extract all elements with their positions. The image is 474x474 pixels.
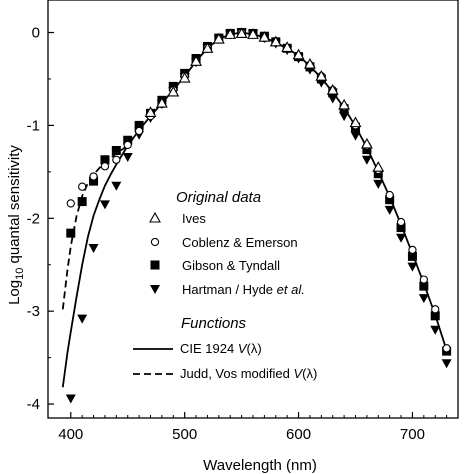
data-point-open-triangle [372,161,385,172]
data-point-filled-triangle-down [396,233,407,243]
data-point-filled-triangle-down [361,155,372,165]
data-point-filled-triangle-down [373,179,384,189]
data-point-open-circle [100,162,110,171]
data-point-open-triangle [281,41,294,52]
y-axis-title-sub: 10 [14,268,26,280]
data-point-filled-square [134,120,144,130]
data-point-filled-square [66,228,76,238]
legend-label-ives: Ives [182,211,206,226]
y-tick-label: -4 [27,396,40,413]
x-tick-label: 700 [400,426,425,443]
axes: 400 500 600 700 0 -1 -2 -3 -4 [27,0,459,443]
data-point-filled-triangle-down [88,244,99,254]
data-point-open-triangle [315,70,328,81]
data-point-open-triangle [349,116,362,128]
data-point-open-triangle [155,96,168,108]
y-tick-label: 0 [32,25,40,42]
data-point-open-circle [408,245,417,255]
data-point-filled-triangle-down [111,181,122,191]
data-point-open-triangle [247,28,259,39]
plot-area [61,27,452,404]
data-point-open-triangle [269,35,282,47]
data-point-filled-triangle-down [77,314,88,324]
data-point-open-circle [78,182,87,191]
data-point-filled-square [111,145,121,155]
data-point-filled-triangle-down [418,294,429,304]
y-tick-label: -2 [27,210,40,227]
data-point-filled-triangle-down [99,200,110,210]
legend-group-original-title: Original data [176,189,261,206]
data-point-filled-square [419,281,429,291]
data-point-open-circle [442,344,451,353]
legend-marker-open-triangle [149,211,161,223]
legend-marker-filled-square [150,260,160,270]
data-point-open-circle [112,155,121,164]
data-point-open-triangle [224,28,237,39]
data-point-filled-square [77,197,87,207]
y-axis-title-suffix: quantal sensitivity [6,145,23,268]
legend-label-hartman: Hartman / Hyde et al. [182,282,305,297]
legend: Original data Ives Coblenz & Emerson Gib… [133,189,317,381]
data-point-open-triangle [178,71,191,83]
data-point-filled-triangle-down [430,325,441,335]
data-point-open-circle [89,172,98,181]
data-point-open-circle [431,305,440,314]
data-point-open-triangle [212,32,225,44]
x-tick-label: 500 [172,426,197,443]
legend-label-gibson: Gibson & Tyndall [182,258,280,273]
data-point-filled-square [385,195,395,205]
legend-group-functions-title: Functions [181,315,247,332]
data-point-open-triangle [167,85,180,97]
data-point-filled-triangle-down [122,152,133,162]
data-point-open-triangle [304,57,316,69]
y-axis-title-prefix: Log [6,280,23,305]
data-point-open-triangle [292,48,305,60]
data-point-open-triangle [360,137,373,149]
data-point-filled-triangle-down [350,131,361,141]
x-axis-title: Wavelength (nm) [203,457,317,474]
data-point-filled-triangle-down [339,112,350,122]
y-tick-label: -3 [27,303,40,320]
data-point-open-circle [396,217,406,227]
series-line-judd-vos [61,145,129,310]
x-tick-label: 600 [286,426,311,443]
legend-marker-open-circle [150,237,160,247]
data-point-filled-square [89,176,99,186]
data-point-filled-triangle-down [65,394,76,404]
data-point-filled-triangle-down [441,359,452,369]
y-tick-label: -1 [27,117,40,134]
data-point-filled-triangle-down [407,262,418,272]
data-point-open-circle [419,275,428,284]
data-point-open-triangle [235,27,248,38]
legend-label-judd: Judd, Vos modified V(λ) [180,366,317,381]
data-point-open-triangle [144,106,157,117]
data-point-filled-square [396,223,406,233]
data-point-open-circle [385,190,394,200]
data-point-filled-square [100,155,110,165]
legend-label-cie: CIE 1924 V(λ) [180,341,262,356]
legend-marker-filled-triangle-down [150,285,160,294]
data-point-open-circle [66,199,75,208]
legend-label-coblenz: Coblenz & Emerson [182,235,298,250]
data-point-open-triangle [338,98,351,110]
data-point-filled-triangle-down [384,205,395,215]
data-point-open-circle [123,140,132,150]
data-point-filled-square [430,311,440,321]
y-axis-title: Log10 quantal sensitivity [6,145,26,305]
data-point-open-triangle [190,55,202,66]
data-point-open-triangle [201,42,214,53]
data-point-filled-square [123,135,133,145]
data-point-open-circle [134,126,144,136]
data-point-open-triangle [258,31,271,42]
x-tick-label: 400 [58,426,83,443]
data-point-open-triangle [326,83,339,95]
data-point-filled-square [407,251,417,261]
